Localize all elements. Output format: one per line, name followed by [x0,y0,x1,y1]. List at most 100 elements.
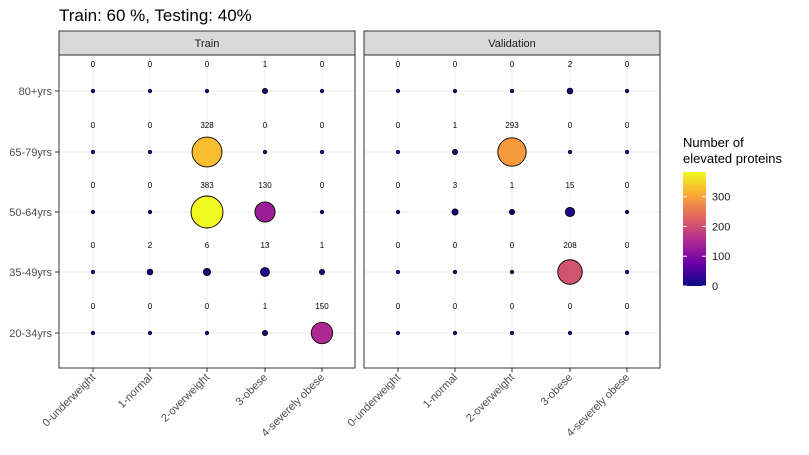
bubble-point [624,149,630,155]
facet-strip-label: Validation [488,38,536,50]
legend-tick-label: 300 [712,192,730,204]
legend-tick-label: 100 [712,251,730,263]
data-label: 0 [625,241,630,250]
legend-colorbar [683,172,706,286]
data-label: 0 [396,241,401,250]
bubble-point [624,269,630,275]
bubble-point [395,88,401,94]
data-label: 0 [625,60,630,69]
data-label: 293 [505,121,519,130]
x-tick-label: 1-normal [116,372,155,411]
data-label: 0 [396,181,401,190]
data-label: 1 [263,60,268,69]
data-label: 0 [396,60,401,69]
legend-ticks: 0 100 200 300 [683,192,730,293]
bubble-point [624,209,630,215]
data-label: 15 [566,181,575,190]
data-label: 383 [200,181,214,190]
bubble-point [90,269,96,275]
bubble-point [451,208,459,216]
bubble-point [202,267,212,277]
bubble-point [147,88,153,94]
bubble-point [564,206,576,218]
bubble-point [310,321,334,345]
bubble-point [452,88,458,94]
data-label: 1 [510,181,515,190]
bubble-point [395,269,401,275]
data-label: 3 [453,181,458,190]
bubble-point [147,330,153,336]
bubble-point [147,149,153,155]
data-label: 0 [148,60,153,69]
x-tick-label: 3-obese [234,372,271,409]
data-label: 0 [396,302,401,311]
data-label: 0 [510,302,515,311]
y-tick-label: 65-79yrs [9,147,52,159]
data-label: 0 [91,241,96,250]
bubble-point [262,88,268,94]
data-label: 0 [320,60,325,69]
facet-strip [58,30,356,56]
data-label: 0 [568,302,573,311]
x-tick-label: 0-underweight [345,372,403,430]
x-tick-label: 0-underweight [40,372,98,430]
bubble-point [566,87,574,95]
data-label: 0 [148,302,153,311]
data-label: 0 [320,121,325,130]
facet-panel-validation: Validation 0 0 0 0 0 0 0 0 208 0 0 3 1 15 0 0 1 293 0 0 0 0 0 2 0 [363,30,661,369]
bubble-point [395,209,401,215]
data-label: 0 [205,60,210,69]
data-label: 1 [453,121,458,130]
x-tick-label: 3-obese [539,372,576,409]
data-label: 0 [91,121,96,130]
x-tick-label: 4-severely obese [564,372,632,440]
bubble-point [567,149,573,155]
bubble-point [90,88,96,94]
data-label: 0 [91,60,96,69]
data-label: 0 [568,121,573,130]
bubble-point [395,330,401,336]
bubble-point [395,149,401,155]
bubble-point [190,195,224,229]
data-label: 328 [200,121,214,130]
bubble-point [567,330,573,336]
data-label: 0 [148,181,153,190]
data-label: 2 [568,60,573,69]
bubble-point [90,330,96,336]
x-tick-label: 2-overweight [464,372,517,425]
facet-strip-label: Train [195,38,220,50]
data-label: 208 [563,241,577,250]
data-label: 0 [396,121,401,130]
data-label: 0 [510,60,515,69]
bubble-point [509,209,515,215]
data-label: 0 [263,121,268,130]
data-label: 0 [91,302,96,311]
chart-title: Train: 60 %, Testing: 40% [59,6,252,25]
legend-title-line-1: Number of [683,135,744,150]
data-label: 13 [261,241,270,250]
bubble-point [204,88,210,94]
x-tick-label: 4-severely obese [259,372,327,440]
bubble-point [452,330,458,336]
data-label: 150 [315,302,329,311]
bubble-point [260,267,270,277]
bubble-point [319,149,325,155]
bubble-point [146,268,154,276]
bubble-point [497,137,527,167]
legend-title-line-2: elevated proteins [683,151,783,166]
bubble-point [319,269,325,275]
data-label: 0 [453,241,458,250]
data-label: 0 [510,241,515,250]
bubble-point [319,209,325,215]
bubble-point [624,330,630,336]
data-label: 0 [453,302,458,311]
bubble-point [452,269,458,275]
bubble-point [262,149,268,155]
data-label: 6 [205,241,210,250]
bubble-point [319,88,325,94]
bubble-point [509,88,515,94]
data-label: 130 [258,181,272,190]
bubble-point [557,259,583,285]
bubble-point [90,209,96,215]
